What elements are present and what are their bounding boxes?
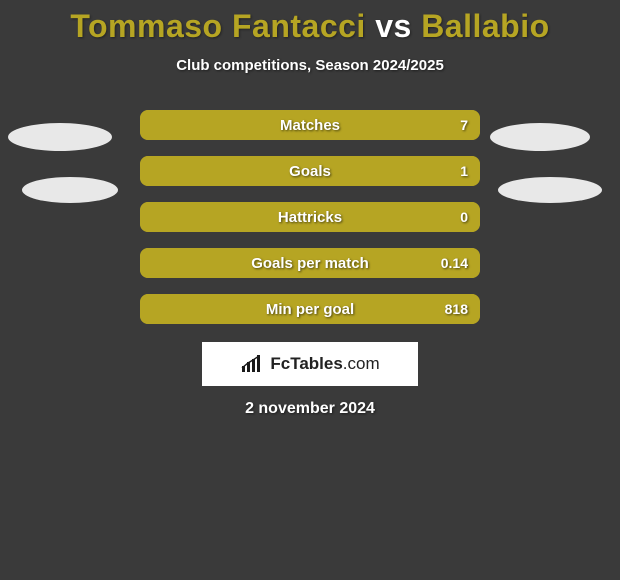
stat-row: Goals per match 0.14 [140,248,480,278]
date-label: 2 november 2024 [0,400,620,418]
stat-value: 1 [460,163,468,179]
stat-value: 7 [460,117,468,133]
title-vs: vs [375,8,412,44]
logo: FcTables.com [240,354,379,374]
stat-row: Hattricks 0 [140,202,480,232]
stat-value: 818 [445,301,468,317]
title-player2: Ballabio [421,8,549,44]
stat-row: Goals 1 [140,156,480,186]
stat-label: Goals per match [251,255,369,272]
decorative-ellipse [498,177,602,203]
logo-text: FcTables.com [270,354,379,374]
title-player1: Tommaso Fantacci [70,8,365,44]
stat-label: Matches [280,117,340,134]
barchart-icon [240,354,264,374]
decorative-ellipse [8,123,112,151]
logo-text-strong: FcTables [270,354,342,373]
stat-value: 0 [460,209,468,225]
stat-row: Matches 7 [140,110,480,140]
stat-value: 0.14 [441,255,468,271]
logo-text-light: .com [343,354,380,373]
subtitle: Club competitions, Season 2024/2025 [0,57,620,74]
decorative-ellipse [22,177,118,203]
logo-box: FcTables.com [202,342,418,386]
stat-row: Min per goal 818 [140,294,480,324]
page-title: Tommaso Fantacci vs Ballabio [0,0,620,45]
stat-label: Goals [289,163,331,180]
stat-label: Min per goal [266,301,354,318]
decorative-ellipse [490,123,590,151]
stat-label: Hattricks [278,209,342,226]
